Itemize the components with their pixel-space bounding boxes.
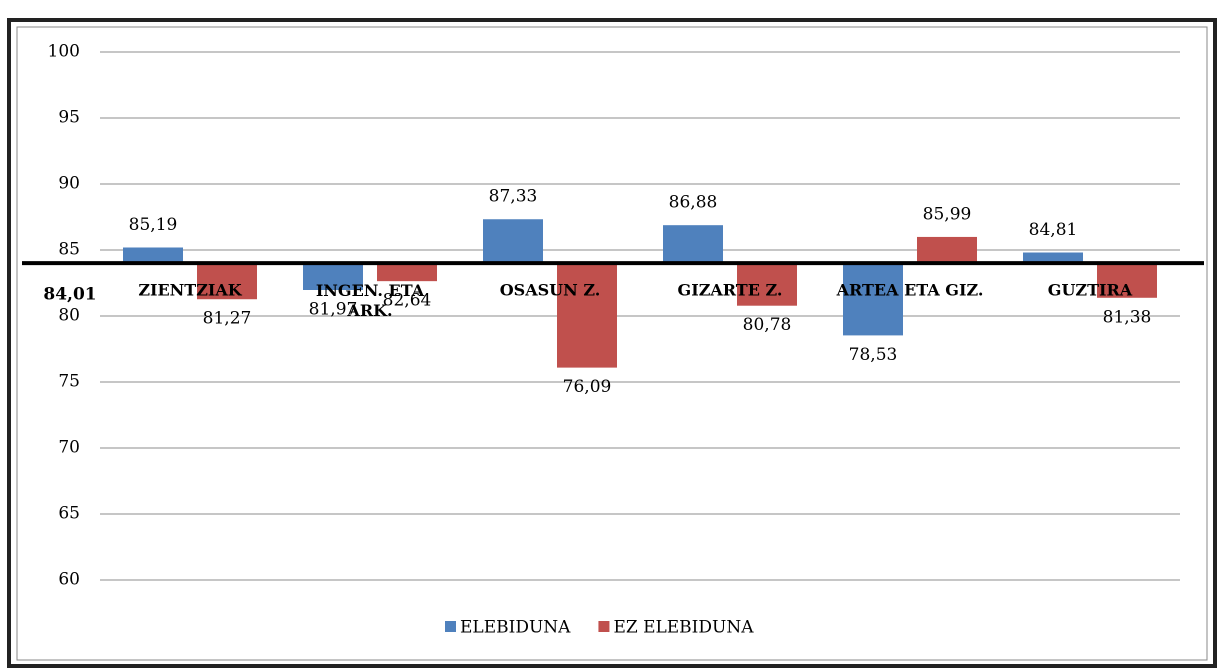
bar <box>663 225 723 264</box>
y-tick-label: 60 <box>58 570 80 590</box>
bar <box>123 247 183 264</box>
bar <box>557 263 617 368</box>
legend-swatch <box>445 621 456 632</box>
y-tick-label: 90 <box>58 174 80 194</box>
plot-frame <box>16 26 1208 661</box>
data-label: 76,09 <box>563 377 612 397</box>
bar <box>197 263 257 300</box>
bar <box>917 236 977 264</box>
data-label: 86,88 <box>669 193 718 213</box>
y-tick-label: 65 <box>58 504 80 524</box>
data-label: 87,33 <box>489 187 538 207</box>
y-tick-label: 95 <box>58 108 80 128</box>
data-label: 78,53 <box>849 345 898 365</box>
bar <box>303 263 363 290</box>
legend-label: EZ ELEBIDUNA <box>613 618 754 638</box>
x-tick-label: OSASUN Z. <box>500 281 601 300</box>
legend-label: ELEBIDUNA <box>460 618 571 638</box>
data-label: 81,27 <box>203 309 252 329</box>
x-tick-label: GUZTIRA <box>1048 281 1133 300</box>
legend-swatch <box>598 621 610 632</box>
data-label: 84,81 <box>1029 220 1078 240</box>
x-tick-label: ZIENTZIAK <box>138 281 242 300</box>
bar <box>1097 263 1157 298</box>
data-label: 85,19 <box>129 215 178 235</box>
x-tick-label: GIZARTE Z. <box>678 281 783 300</box>
y-tick-label: 80 <box>58 306 80 326</box>
y-tick-label: 85 <box>58 240 80 260</box>
bar <box>843 263 903 336</box>
data-label: 80,78 <box>743 315 792 335</box>
data-label: 82,64 <box>383 291 432 311</box>
y-tick-label: 100 <box>48 42 80 62</box>
y-tick-label: 70 <box>58 438 80 458</box>
data-label: 81,38 <box>1103 307 1152 327</box>
data-label: 85,99 <box>923 204 972 224</box>
y-tick-label: 75 <box>58 372 80 392</box>
bar <box>483 219 543 264</box>
data-label: 81,97 <box>309 299 358 319</box>
bar <box>1023 252 1083 264</box>
x-tick-label: INGEN. ETA ARK. <box>316 281 425 320</box>
bar <box>377 263 437 282</box>
baseline-label: 84,01 <box>43 285 96 305</box>
bar <box>737 263 797 306</box>
x-tick-label: ARTEA ETA GIZ. <box>836 281 984 300</box>
